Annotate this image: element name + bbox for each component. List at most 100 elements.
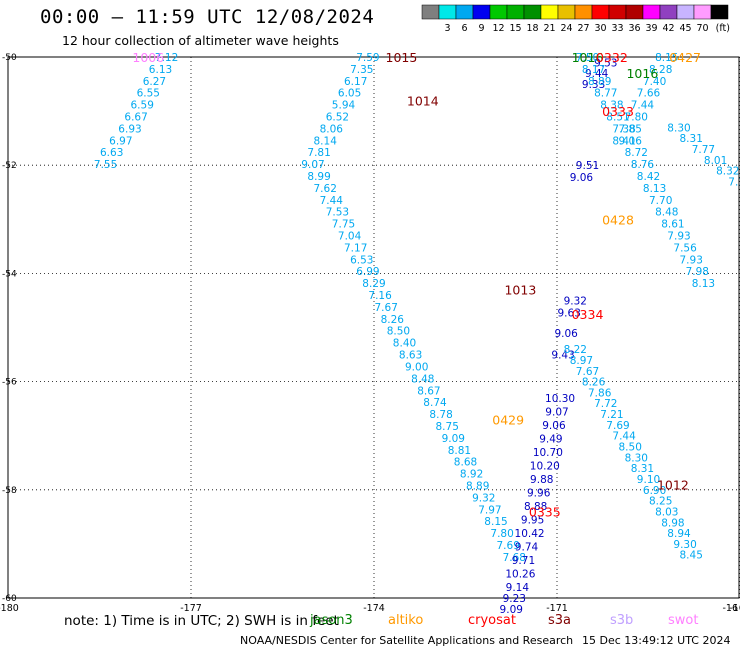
swh-value: 9.44 <box>585 68 609 80</box>
swh-value: 8.13 <box>643 183 666 195</box>
colorbar-label: 39 <box>645 23 657 34</box>
swh-value: 10.30 <box>545 393 575 405</box>
colorbar-swatch <box>540 4 559 20</box>
swh-value: 6.99 <box>356 266 379 278</box>
swh-value: 9.32 <box>472 492 495 504</box>
swh-value: 7.69 <box>497 540 520 552</box>
swh-value: 9.06 <box>570 172 594 184</box>
swh-value: 8.74 <box>423 397 447 409</box>
swh-value: 8.77 <box>594 88 617 100</box>
swh-value: 6.52 <box>326 112 349 124</box>
swh-value: 7.75 <box>332 219 355 231</box>
chart-subtitle: 12 hour collection of altimeter wave hei… <box>62 33 339 48</box>
colorbar-label: 33 <box>611 23 623 34</box>
pass-time-label: 1014 <box>407 93 439 108</box>
swh-value: 7.77 <box>692 144 715 156</box>
y-tick-label: -52 <box>2 161 17 171</box>
y-tick-label: -56 <box>2 378 17 388</box>
colorbar-swatch <box>506 4 525 20</box>
colorbar-swatch <box>523 4 542 20</box>
swh-value: 7.17 <box>344 242 367 254</box>
colorbar-label: 21 <box>543 23 555 34</box>
swh-value: 7.81 <box>307 147 330 159</box>
swh-value: 9.09 <box>442 433 465 445</box>
colorbar-label: 70 <box>696 23 708 34</box>
swh-value: 7.38 <box>612 123 635 135</box>
pass-time-label: 1016 <box>626 66 658 81</box>
swh-value: 8.48 <box>411 373 434 385</box>
swh-value: 10.20 <box>530 460 560 472</box>
colorbar-swatch <box>472 4 491 20</box>
chart-title: 00:00 – 11:59 UTC 12/08/2024 <box>40 6 375 28</box>
swh-value: 6.67 <box>124 112 147 124</box>
colorbar-swatch <box>710 4 729 20</box>
colorbar-label: 12 <box>492 23 504 34</box>
swh-value: 8.28 <box>649 64 672 76</box>
swh-value: 7.86 <box>588 387 612 399</box>
swh-value: 6.27 <box>143 76 166 88</box>
swh-value: 8.01 <box>704 155 727 167</box>
swh-value: 6.97 <box>109 135 132 147</box>
swh-value: 8.29 <box>362 278 385 290</box>
swh-value: 7.40 <box>643 76 666 88</box>
swh-value: 8.81 <box>448 445 471 457</box>
pass-time-label: 0427 <box>669 50 701 65</box>
satellite-s3b: s3b <box>610 613 634 628</box>
colorbar-label: 3 <box>444 23 450 34</box>
swh-value: 8.40 <box>393 338 416 350</box>
swh-value: 9.74 <box>515 542 539 554</box>
swh-value: 10.42 <box>515 528 545 540</box>
swh-value: 8.30 <box>625 452 648 464</box>
swh-value: 7.85 <box>619 123 642 135</box>
swh-value: 7.80 <box>490 528 513 540</box>
swh-value: 6.63 <box>100 147 123 159</box>
colorbar-label: 45 <box>679 23 691 34</box>
swh-value: 8.78 <box>429 409 452 421</box>
swh-value: 8.76 <box>631 159 655 171</box>
pass-time-label: 0335 <box>529 504 561 519</box>
swh-value: 6.17 <box>344 76 367 88</box>
satellite-swot: swot <box>668 613 699 628</box>
swh-value: 6.13 <box>149 64 172 76</box>
y-tick-label: -60 <box>2 594 17 604</box>
pass-time-label: 0428 <box>602 212 634 227</box>
swh-value: 8.89 <box>588 76 611 88</box>
satellite-altiko: altiko <box>388 613 424 628</box>
swh-value: 9.53 <box>594 57 617 69</box>
swh-value: 7.56 <box>673 242 697 254</box>
swh-value: 9.06 <box>554 328 578 340</box>
swh-value: 8.32 <box>716 166 739 178</box>
swh-value: 9.63 <box>558 307 581 319</box>
swh-value: 8.03 <box>655 506 678 518</box>
swh-value: 8.14 <box>314 135 338 147</box>
swh-value: 8.68 <box>454 457 477 469</box>
swh-value: 9.33 <box>582 79 605 91</box>
swh-value: 9.32 <box>564 295 587 307</box>
satellite-s3a: s3a <box>548 613 572 628</box>
swh-value: 8.63 <box>399 350 422 362</box>
swh-value: 10.70 <box>533 447 563 459</box>
swh-value: 7.66 <box>637 88 661 100</box>
swh-value: 8.72 <box>625 147 648 159</box>
swh-value: 7.44 <box>612 431 636 443</box>
swh-value: 7.04 <box>338 231 362 243</box>
colorbar: 3 6 9 12 15 18 21 24 27 30 33 36 39 42 45 70 (ft) <box>421 4 730 34</box>
swh-value: 7.93 <box>680 254 703 266</box>
colorbar-label: 15 <box>509 23 521 34</box>
y-tick-label: -54 <box>2 269 17 279</box>
swh-value: 7.70 <box>649 195 672 207</box>
swh-value: 6.93 <box>118 123 141 135</box>
swh-value: 9.00 <box>405 361 428 373</box>
x-tick-label: -174 <box>363 603 385 614</box>
colorbar-label: 36 <box>628 23 640 34</box>
swh-value: 7.21 <box>600 409 623 421</box>
swh-value: 8.99 <box>307 171 330 183</box>
swh-value: 6.53 <box>350 254 373 266</box>
pass-time-label: 1016 <box>572 50 604 65</box>
swh-value: 7.67 <box>576 366 599 378</box>
swh-value: 8.67 <box>417 385 440 397</box>
plot-frame <box>7 56 740 599</box>
swh-value: 8.98 <box>661 517 684 529</box>
swh-value: 9.23 <box>503 593 526 605</box>
